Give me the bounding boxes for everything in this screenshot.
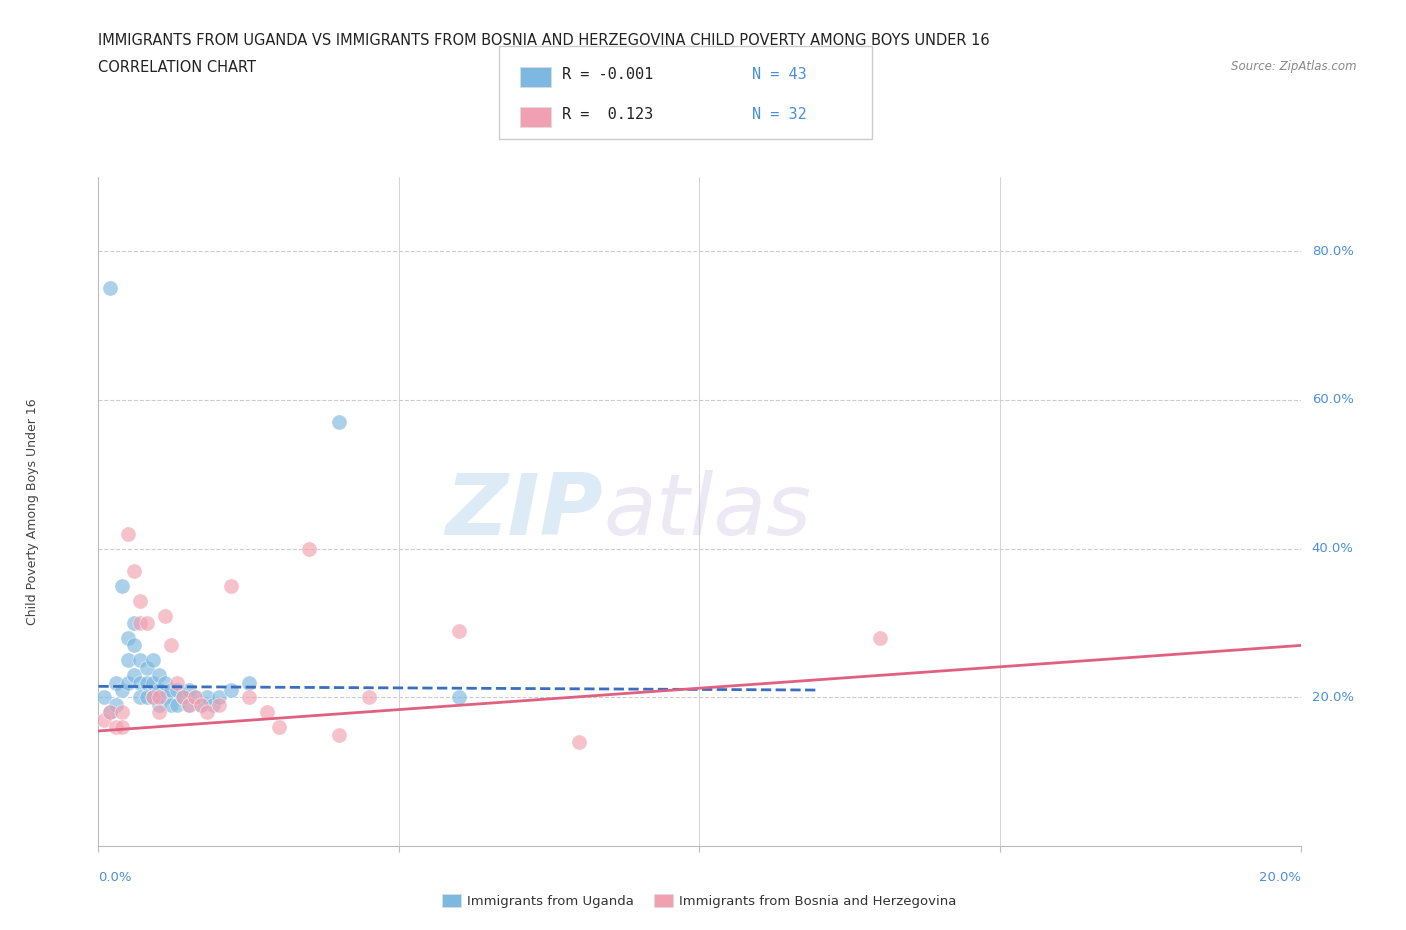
Point <box>177 698 200 712</box>
Point <box>117 675 139 690</box>
Point <box>124 668 146 683</box>
Point <box>135 690 157 705</box>
Point <box>298 541 321 556</box>
Point <box>105 675 128 690</box>
Point <box>568 735 591 750</box>
Text: R = -0.001: R = -0.001 <box>562 67 654 82</box>
Point <box>190 698 212 712</box>
Text: 20.0%: 20.0% <box>1312 691 1354 704</box>
Point <box>172 690 194 705</box>
Point <box>172 690 194 705</box>
Point <box>219 578 242 593</box>
Point <box>100 705 122 720</box>
Point <box>159 698 181 712</box>
Point <box>148 705 170 720</box>
Point <box>183 690 205 705</box>
Point <box>111 578 134 593</box>
Text: atlas: atlas <box>603 470 811 553</box>
Point <box>148 698 170 712</box>
Point <box>208 698 231 712</box>
Point <box>141 653 163 668</box>
Point <box>141 675 163 690</box>
Point <box>129 616 152 631</box>
Text: 40.0%: 40.0% <box>1312 542 1354 555</box>
Point <box>141 690 163 705</box>
Point <box>153 690 176 705</box>
Point <box>208 690 231 705</box>
Point <box>124 638 146 653</box>
Point <box>238 690 260 705</box>
Point <box>135 660 157 675</box>
Text: R =  0.123: R = 0.123 <box>562 107 654 122</box>
Point <box>148 668 170 683</box>
Point <box>100 281 122 296</box>
Point <box>124 616 146 631</box>
Text: ZIP: ZIP <box>446 470 603 553</box>
Point <box>129 690 152 705</box>
Point <box>135 616 157 631</box>
Text: Source: ZipAtlas.com: Source: ZipAtlas.com <box>1232 60 1357 73</box>
Point <box>177 698 200 712</box>
Point <box>135 675 157 690</box>
Point <box>111 705 134 720</box>
Point <box>177 683 200 698</box>
Point <box>166 675 188 690</box>
Point <box>328 727 350 742</box>
Point <box>201 698 224 712</box>
Point <box>111 683 134 698</box>
Point <box>869 631 891 645</box>
Point <box>153 675 176 690</box>
Point <box>219 683 242 698</box>
Point <box>328 415 350 430</box>
Point <box>195 705 218 720</box>
Point <box>111 720 134 735</box>
Point <box>100 705 122 720</box>
Point <box>124 564 146 578</box>
Point <box>148 690 170 705</box>
Point <box>105 698 128 712</box>
Text: 20.0%: 20.0% <box>1258 871 1301 884</box>
Point <box>159 638 181 653</box>
Text: IMMIGRANTS FROM UGANDA VS IMMIGRANTS FROM BOSNIA AND HERZEGOVINA CHILD POVERTY A: IMMIGRANTS FROM UGANDA VS IMMIGRANTS FRO… <box>98 33 990 47</box>
Point <box>148 683 170 698</box>
Point <box>195 690 218 705</box>
Point <box>447 623 470 638</box>
Text: N = 43: N = 43 <box>752 67 807 82</box>
Text: Child Poverty Among Boys Under 16: Child Poverty Among Boys Under 16 <box>25 398 39 625</box>
Point <box>93 690 115 705</box>
Point <box>166 698 188 712</box>
Point <box>117 631 139 645</box>
Point <box>93 712 115 727</box>
Point <box>129 653 152 668</box>
Text: N = 32: N = 32 <box>752 107 807 122</box>
Text: CORRELATION CHART: CORRELATION CHART <box>98 60 256 75</box>
Point <box>183 690 205 705</box>
Point <box>159 683 181 698</box>
Point <box>117 653 139 668</box>
Point <box>256 705 278 720</box>
Point <box>105 720 128 735</box>
Point <box>267 720 290 735</box>
Point <box>190 698 212 712</box>
Point <box>129 675 152 690</box>
Point <box>153 608 176 623</box>
Point <box>129 593 152 608</box>
Point <box>357 690 380 705</box>
Point <box>447 690 470 705</box>
Text: 60.0%: 60.0% <box>1312 393 1354 406</box>
Point <box>166 683 188 698</box>
Text: 80.0%: 80.0% <box>1312 245 1354 258</box>
Legend: Immigrants from Uganda, Immigrants from Bosnia and Herzegovina: Immigrants from Uganda, Immigrants from … <box>437 889 962 913</box>
Text: 0.0%: 0.0% <box>98 871 132 884</box>
Point <box>117 526 139 541</box>
Point <box>141 690 163 705</box>
Point <box>238 675 260 690</box>
